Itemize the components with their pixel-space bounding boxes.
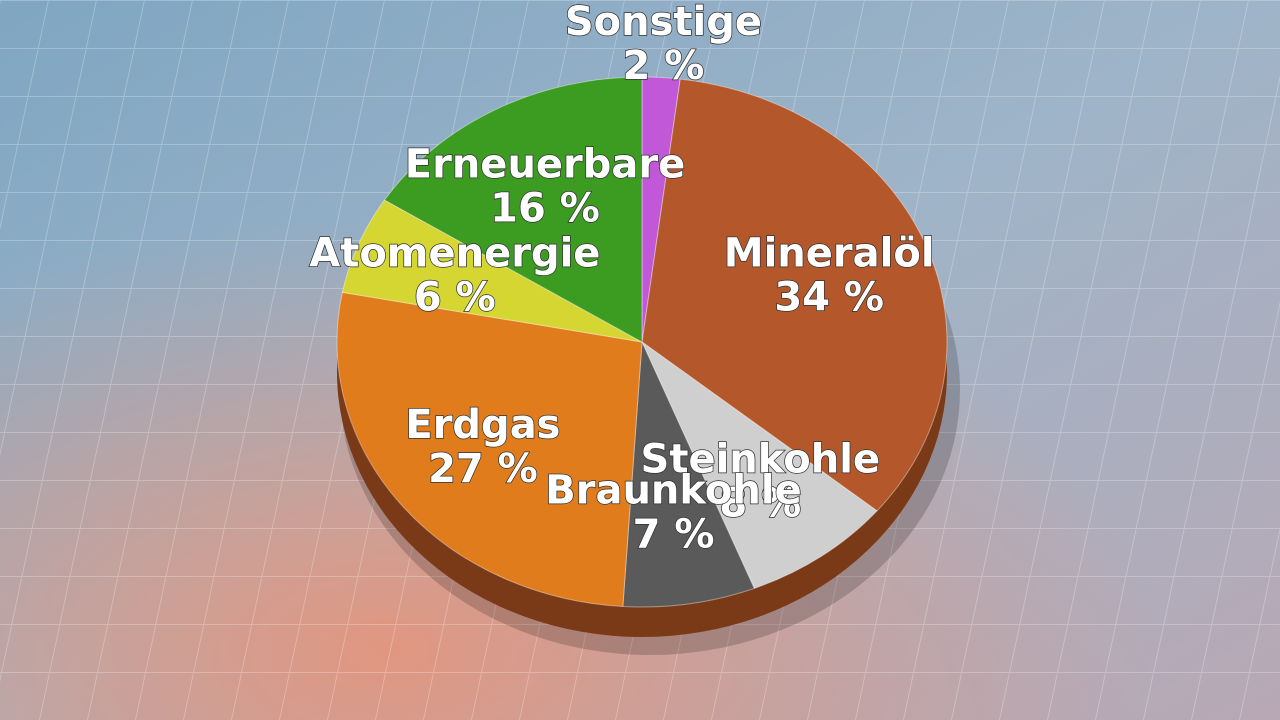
slice-value-label: 34 % — [774, 275, 884, 321]
pie-slice — [336, 291, 643, 608]
slice-label: Erdgas — [405, 402, 560, 448]
slice-label: Mineralöl — [724, 231, 935, 277]
pie-slice — [640, 340, 878, 590]
slice-label: Steinkohle — [641, 436, 881, 482]
pie-slice — [622, 341, 755, 608]
slice-value-label: 6 % — [414, 275, 496, 321]
slice-value-label: 27 % — [428, 446, 538, 492]
slice-label: Braunkohle — [545, 468, 801, 514]
pie-slice — [641, 76, 681, 343]
slice-value-label: 8 % — [719, 480, 801, 526]
pie-slice — [383, 76, 643, 343]
slice-value-label: 7 % — [633, 512, 715, 558]
slice-label: Erneuerbare — [405, 142, 685, 188]
slices — [336, 76, 948, 608]
pie-slice — [641, 78, 948, 512]
pie-slice — [341, 199, 643, 343]
slice-label: Sonstige — [565, 0, 762, 45]
slice-label: Atomenergie — [309, 231, 600, 277]
slice-value-label: 16 % — [490, 186, 600, 232]
slice-value-label: 2 % — [623, 43, 705, 89]
